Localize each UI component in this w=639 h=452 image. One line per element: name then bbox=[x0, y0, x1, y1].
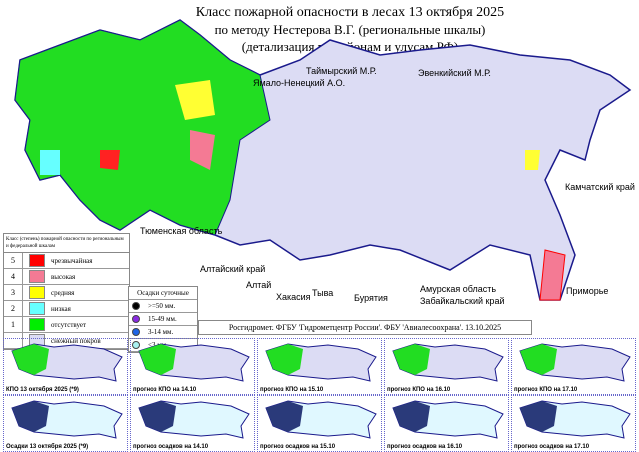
legend-swatch bbox=[29, 270, 45, 283]
legend-item: 3 средняя bbox=[4, 285, 129, 301]
thumbnail-map bbox=[138, 400, 250, 439]
region-label: Амурская область bbox=[420, 284, 497, 294]
precip-dot-icon bbox=[132, 328, 140, 336]
primorye-zone bbox=[539, 249, 566, 301]
precip-thumbnail[interactable]: прогноз осадков на 15.10 bbox=[257, 395, 382, 452]
legend-header: Класс (степень) пожарной опасности по ре… bbox=[4, 234, 129, 253]
legend-label: отсутствует bbox=[51, 320, 87, 329]
thumbnail-caption: прогноз КПО на 14.10 bbox=[133, 387, 197, 393]
legend-label: чрезвычайная bbox=[51, 256, 93, 265]
title-line: Класс пожарной опасности в лесах 13 октя… bbox=[195, 5, 505, 20]
precip-thumbnail[interactable]: прогноз осадков на 14.10 bbox=[130, 395, 255, 452]
precip-label: 3-14 мм. bbox=[148, 328, 174, 336]
legend-class-number: 2 bbox=[4, 301, 23, 316]
thumbnail-caption: прогноз осадков на 15.10 bbox=[260, 444, 336, 450]
legend-label: высокая bbox=[51, 272, 76, 281]
low-zone bbox=[40, 150, 60, 175]
region-label: Таймырский М.Р. bbox=[306, 66, 377, 76]
thumbnail-map bbox=[265, 343, 377, 382]
precip-thumbnail[interactable]: Осадки 13 октября 2025 (*9) bbox=[3, 395, 128, 452]
precip-item: 15-49 мм. bbox=[129, 313, 197, 326]
precip-label: >=50 мм. bbox=[148, 302, 176, 310]
region-label: Забайкальский край bbox=[420, 296, 505, 306]
region-label: Хакасия bbox=[276, 292, 311, 302]
fire-thumbnail[interactable]: КПО 13 октября 2025 (*9) bbox=[3, 338, 128, 395]
kamchatka-zone bbox=[525, 150, 540, 170]
thumbnail-caption: прогноз КПО на 17.10 bbox=[514, 387, 578, 393]
legend-label: средняя bbox=[51, 288, 75, 297]
fire-thumbnail[interactable]: прогноз КПО на 14.10 bbox=[130, 338, 255, 395]
thumbnail-map bbox=[138, 343, 250, 382]
fire-thumbnail[interactable]: прогноз КПО на 16.10 bbox=[384, 338, 509, 395]
precip-legend-header: Осадки суточные bbox=[129, 287, 197, 300]
precip-dot-icon bbox=[132, 341, 140, 349]
region-label: Тыва bbox=[312, 288, 334, 298]
region-label: Бурятия bbox=[354, 293, 388, 303]
region-label: Камчатский край bbox=[565, 182, 635, 192]
legend-item: 2 низкая bbox=[4, 301, 129, 317]
thumbnail-caption: КПО 13 октября 2025 (*9) bbox=[6, 387, 79, 393]
thumbnail-map bbox=[11, 343, 123, 382]
thumbnail-map bbox=[392, 343, 504, 382]
thumbnail-caption: прогноз осадков на 14.10 bbox=[133, 444, 209, 450]
thumbnail-caption: Осадки 13 октября 2025 (*9) bbox=[6, 444, 89, 450]
legend-swatch bbox=[29, 318, 45, 331]
region-label: Приморье bbox=[566, 286, 609, 296]
fire-class-legend: Класс (степень) пожарной опасности по ре… bbox=[3, 233, 130, 350]
legend-class-number: 4 bbox=[4, 269, 23, 284]
legend-class-number: 3 bbox=[4, 285, 23, 300]
region-label: Ямало-Ненецкий А.О. bbox=[253, 78, 346, 88]
legend-swatch bbox=[29, 302, 45, 315]
region-label: Алтайский край bbox=[200, 264, 266, 274]
precip-item: >=50 мм. bbox=[129, 300, 197, 313]
thumbnail-map bbox=[265, 400, 377, 439]
west-region-green bbox=[14, 19, 271, 236]
extreme-zone bbox=[100, 150, 120, 170]
thumbnail-map bbox=[11, 400, 123, 439]
thumbnail-map bbox=[519, 343, 631, 382]
thumbnail-caption: прогноз КПО на 16.10 bbox=[387, 387, 451, 393]
subtitle-line: по методу Нестерова В.Г. (региональные ш… bbox=[214, 22, 486, 37]
precip-label: 15-49 мм. bbox=[148, 315, 177, 323]
source-footer: Росгидромет. ФГБУ 'Гидрометцентр России'… bbox=[198, 320, 532, 335]
legend-item: 1 отсутствует bbox=[4, 317, 129, 333]
medium-zone bbox=[175, 80, 215, 120]
region-label: Тюменская область bbox=[140, 226, 223, 236]
thumbnail-caption: прогноз осадков на 16.10 bbox=[387, 444, 463, 450]
region-label: Эвенкийский М.Р. bbox=[418, 68, 491, 78]
precip-thumbnail[interactable]: прогноз осадков на 16.10 bbox=[384, 395, 509, 452]
thumbnail-map bbox=[392, 400, 504, 439]
legend-label: снежный покров bbox=[51, 336, 101, 345]
legend-class-number: 5 bbox=[4, 253, 23, 268]
precip-dot-icon bbox=[132, 315, 140, 323]
thumbnail-map bbox=[519, 400, 631, 439]
legend-swatch bbox=[29, 286, 45, 299]
region-label: Алтай bbox=[246, 280, 272, 290]
thumbnail-caption: прогноз осадков на 17.10 bbox=[514, 444, 590, 450]
russia-map bbox=[14, 19, 632, 301]
fire-thumbnail[interactable]: прогноз КПО на 17.10 bbox=[511, 338, 636, 395]
legend-class-number bbox=[4, 333, 23, 348]
precip-thumbnail[interactable]: прогноз осадков на 17.10 bbox=[511, 395, 636, 452]
legend-label: низкая bbox=[51, 304, 71, 313]
legend-item: 4 высокая bbox=[4, 269, 129, 285]
map-title: Класс пожарной опасности в лесах 13 октя… bbox=[150, 4, 550, 55]
thumbnail-caption: прогноз КПО на 15.10 bbox=[260, 387, 324, 393]
legend-item: 5 чрезвычайная bbox=[4, 253, 129, 269]
legend-swatch bbox=[29, 254, 45, 267]
legend-class-number: 1 bbox=[4, 317, 23, 332]
high-zone bbox=[190, 130, 215, 170]
precip-dot-icon bbox=[132, 302, 140, 310]
fire-thumbnail[interactable]: прогноз КПО на 15.10 bbox=[257, 338, 382, 395]
